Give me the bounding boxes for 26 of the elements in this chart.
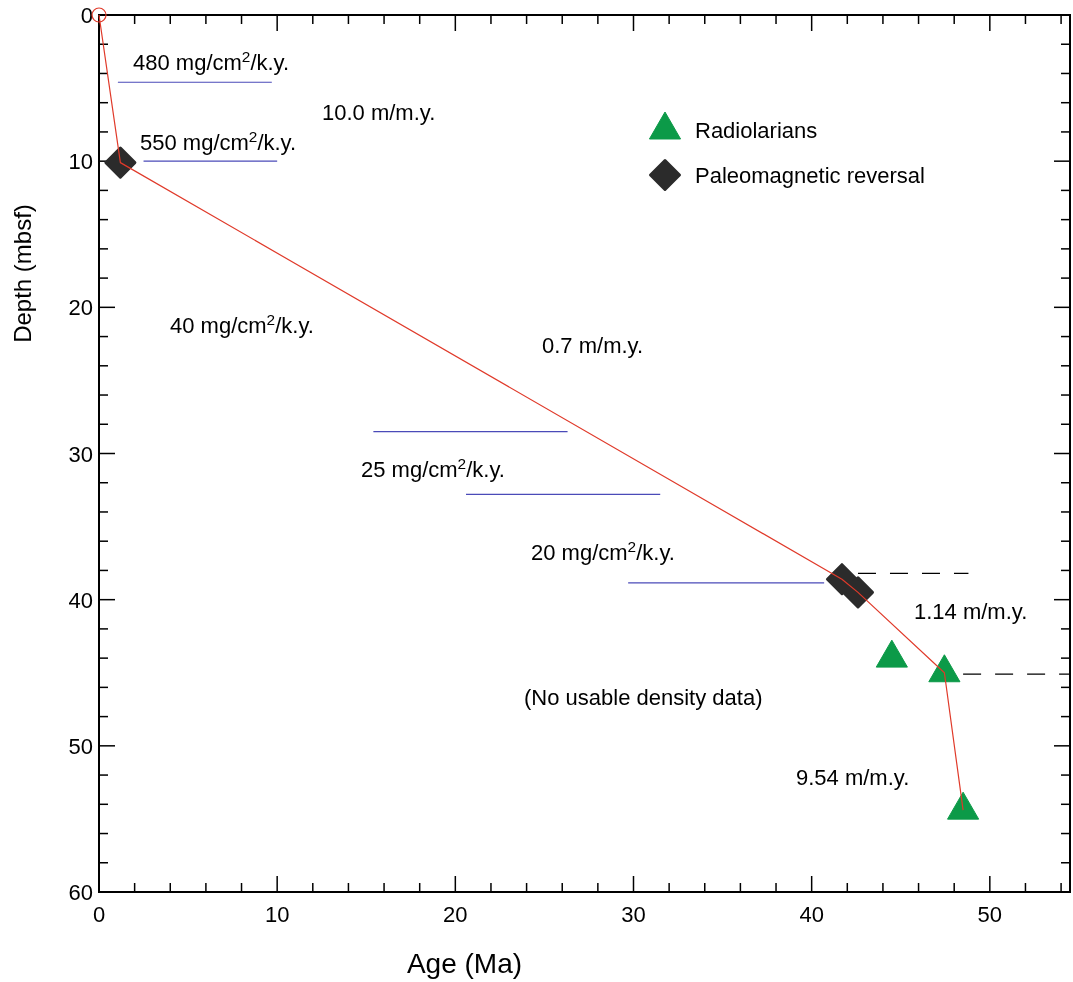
annotation: 40 mg/cm$^{2}$/k.y. <box>170 310 314 338</box>
legend-label: Paleomagnetic reversal <box>695 163 925 188</box>
x-tick-label: 10 <box>264 902 290 927</box>
x-axis-title: Age (Ma) <box>406 948 523 979</box>
legend-label: Radiolarians <box>695 118 818 143</box>
annotation: 0.7 m/m.y. <box>542 333 644 358</box>
y-axis-title: Depth (mbsf) <box>9 204 36 343</box>
x-tick-label: 40 <box>799 902 824 927</box>
annotation: 9.54 m/m.y. <box>796 765 910 790</box>
annotation: (No usable density data) <box>524 685 763 710</box>
y-tick-label: 20 <box>68 295 93 321</box>
y-tick-label: 50 <box>68 733 93 759</box>
annotation: 20 mg/cm$^{2}$/k.y. <box>531 537 675 565</box>
y-tick-label: 60 <box>68 880 93 905</box>
x-tick-label: 20 <box>443 902 468 927</box>
y-tick-label: 40 <box>68 587 93 613</box>
y-tick-label: 30 <box>68 441 93 467</box>
y-tick-label: 10 <box>68 149 93 175</box>
annotation: 480 mg/cm$^{2}$/k.y. <box>133 47 290 75</box>
x-tick-label: 30 <box>621 902 646 927</box>
annotation: 25 mg/cm$^{2}$/k.y. <box>361 454 505 482</box>
y-tick-label: 0 <box>80 3 93 28</box>
annotation: 10.0 m/m.y. <box>322 100 436 125</box>
annotation: 550 mg/cm$^{2}$/k.y. <box>140 127 297 155</box>
x-tick-label: 50 <box>977 902 1003 927</box>
annotation: 1.14 m/m.y. <box>914 599 1028 624</box>
